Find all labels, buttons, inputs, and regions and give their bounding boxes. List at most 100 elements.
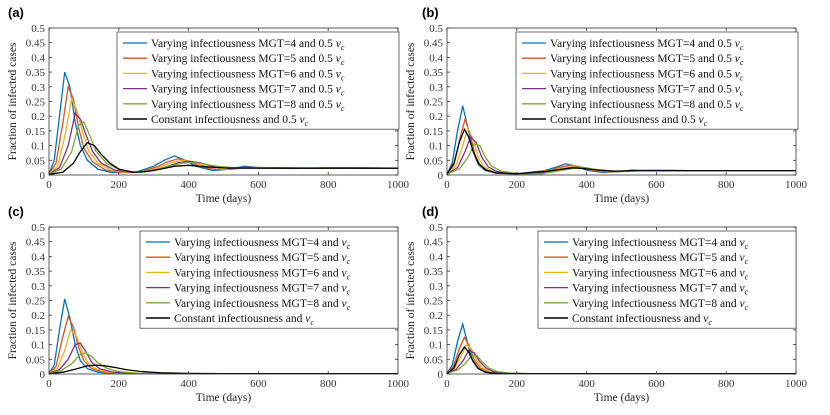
series-group bbox=[49, 71, 398, 175]
panel-4: (d)00.050.10.150.20.250.30.350.40.450.50… bbox=[405, 204, 808, 404]
panel-letter: (a) bbox=[8, 5, 24, 20]
y-tick-label: 0 bbox=[438, 369, 444, 381]
y-tick-label: 0.05 bbox=[26, 155, 46, 167]
y-tick-label: 0 bbox=[40, 170, 46, 182]
series-line-5 bbox=[447, 143, 796, 175]
legend: Varying infectiousness MGT=4 and 0.5 vcV… bbox=[515, 31, 799, 130]
legend-box bbox=[515, 31, 799, 130]
legend-entry: Varying infectiousness MGT=5 and vc bbox=[174, 252, 351, 266]
legend-entry: Varying infectiousness MGT=6 and 0.5 vc bbox=[550, 68, 744, 82]
y-tick-label: 0 bbox=[438, 170, 444, 182]
y-tick-label: 0.1 bbox=[429, 141, 443, 153]
legend: Varying infectiousness MGT=4 and vc Varyi… bbox=[537, 230, 797, 329]
y-tick-label: 0.35 bbox=[424, 67, 444, 79]
x-tick-label: 1000 bbox=[785, 378, 808, 390]
legend: Varying infectiousness MGT=4 and vcVaryi… bbox=[139, 230, 399, 329]
y-tick-label: 0.2 bbox=[31, 310, 45, 322]
legend-entry: Varying infectiousness MGT=7 and vc bbox=[572, 283, 749, 297]
y-tick-label: 0.2 bbox=[429, 111, 443, 123]
x-tick-label: 800 bbox=[718, 179, 735, 191]
y-tick-label: 0.4 bbox=[31, 52, 45, 64]
y-tick-label: 0.5 bbox=[31, 222, 45, 234]
x-tick-label: 400 bbox=[180, 378, 197, 390]
y-tick-label: 0.35 bbox=[26, 67, 46, 79]
y-tick-label: 0 bbox=[40, 369, 46, 381]
legend-entry: Varying infectiousness MGT=4 and 0.5 vc bbox=[151, 38, 345, 52]
x-axis-label: Time (days) bbox=[196, 193, 252, 205]
y-tick-label: 0.05 bbox=[424, 354, 444, 366]
series-line-3 bbox=[447, 126, 796, 175]
legend-entry: Varying infectiousness MGT=7 and 0.5 vc bbox=[151, 84, 345, 98]
y-tick-label: 0.25 bbox=[26, 97, 46, 109]
legend-entry: Varying infectiousness MGT=8 and vc bbox=[174, 298, 351, 312]
panel-2: (b)00.050.10.150.20.250.30.350.40.450.50… bbox=[405, 5, 808, 205]
x-tick-label: 600 bbox=[250, 179, 267, 191]
series-line-6 bbox=[447, 345, 796, 374]
legend-entry: Varying infectiousness MGT=4 and 0.5 vc bbox=[550, 38, 744, 52]
x-tick-label: 600 bbox=[250, 378, 267, 390]
x-tick-label: 400 bbox=[578, 378, 595, 390]
panel-letter: (b) bbox=[422, 5, 439, 20]
y-tick-label: 0.3 bbox=[31, 82, 45, 94]
series-group bbox=[447, 321, 796, 374]
legend-box bbox=[139, 230, 399, 329]
legend: Varying infectiousness MGT=4 and 0.5 vcV… bbox=[116, 31, 400, 130]
y-tick-label: 0.4 bbox=[429, 251, 443, 263]
legend-entry: Constant infectiousness and 0.5 vc bbox=[151, 114, 309, 128]
series-line-3 bbox=[49, 328, 398, 374]
y-axis-label: Fraction of infected cases bbox=[7, 42, 19, 160]
x-axis-label: Time (days) bbox=[594, 193, 650, 205]
series-line-4 bbox=[49, 342, 398, 374]
y-tick-label: 0.25 bbox=[424, 97, 444, 109]
series-group bbox=[447, 105, 796, 175]
y-tick-label: 0.3 bbox=[429, 281, 443, 293]
legend-entry: Varying infectiousness MGT=5 and 0.5 vc bbox=[151, 53, 345, 67]
y-tick-label: 0.5 bbox=[31, 23, 45, 35]
y-tick-label: 0.35 bbox=[424, 266, 444, 278]
y-tick-label: 0.4 bbox=[31, 251, 45, 263]
legend-entry: Constant infectiousness and vc bbox=[572, 313, 712, 327]
x-tick-label: 200 bbox=[111, 378, 128, 390]
x-tick-label: 800 bbox=[320, 378, 337, 390]
y-tick-label: 0.15 bbox=[26, 126, 46, 138]
panel-letter: (d) bbox=[422, 204, 439, 219]
y-tick-label: 0.35 bbox=[26, 266, 46, 278]
legend-entry: Varying infectiousness MGT=6 and vc bbox=[174, 267, 351, 281]
series-line-3 bbox=[447, 343, 796, 374]
y-axis-label: Fraction of infected cases bbox=[7, 241, 19, 359]
x-axis-label: Time (days) bbox=[196, 392, 252, 404]
x-tick-label: 400 bbox=[180, 179, 197, 191]
x-tick-label: 0 bbox=[444, 378, 450, 390]
legend-box bbox=[116, 31, 400, 130]
legend-entry: Varying infectiousness MGT=8 and 0.5 vc bbox=[151, 99, 345, 113]
x-tick-label: 800 bbox=[320, 179, 337, 191]
series-line-1 bbox=[447, 321, 796, 374]
y-axis-label: Fraction of infected cases bbox=[405, 241, 417, 359]
series-line-4 bbox=[447, 349, 796, 374]
y-tick-label: 0.2 bbox=[429, 310, 443, 322]
legend-entry: Constant infectiousness and vc bbox=[174, 313, 314, 327]
legend-entry: Varying infectiousness MGT=4 and vc bbox=[174, 237, 351, 251]
y-tick-label: 0.5 bbox=[429, 222, 443, 234]
series-line-4 bbox=[447, 135, 796, 175]
x-tick-label: 200 bbox=[509, 179, 526, 191]
legend-entry: Varying infectiousness MGT=8 and 0.5 vc bbox=[550, 99, 744, 113]
x-tick-label: 1000 bbox=[387, 378, 410, 390]
x-tick-label: 0 bbox=[46, 179, 52, 191]
y-tick-label: 0.45 bbox=[424, 38, 444, 50]
y-tick-label: 0.45 bbox=[26, 237, 46, 249]
legend-entry: Varying infectiousness MGT=4 and vc bbox=[572, 237, 749, 251]
legend-entry: Varying infectiousness MGT=6 and 0.5 vc bbox=[151, 68, 345, 82]
x-tick-label: 400 bbox=[578, 179, 595, 191]
legend-entry: Constant infectiousness and 0.5 vc bbox=[550, 114, 708, 128]
series-line-6 bbox=[447, 127, 796, 175]
series-line-5 bbox=[49, 121, 398, 175]
panel-1: (a)00.050.10.150.20.250.30.350.40.450.50… bbox=[7, 5, 410, 205]
x-tick-label: 1000 bbox=[785, 179, 808, 191]
y-tick-label: 0.05 bbox=[424, 155, 444, 167]
y-tick-label: 0.4 bbox=[429, 52, 443, 64]
legend-entry: Varying infectiousness MGT=7 and 0.5 vc bbox=[550, 84, 744, 98]
legend-entry: Varying infectiousness MGT=5 and 0.5 vc bbox=[550, 53, 744, 67]
legend-entry: Varying infectiousness MGT=6 and vc bbox=[572, 267, 749, 281]
